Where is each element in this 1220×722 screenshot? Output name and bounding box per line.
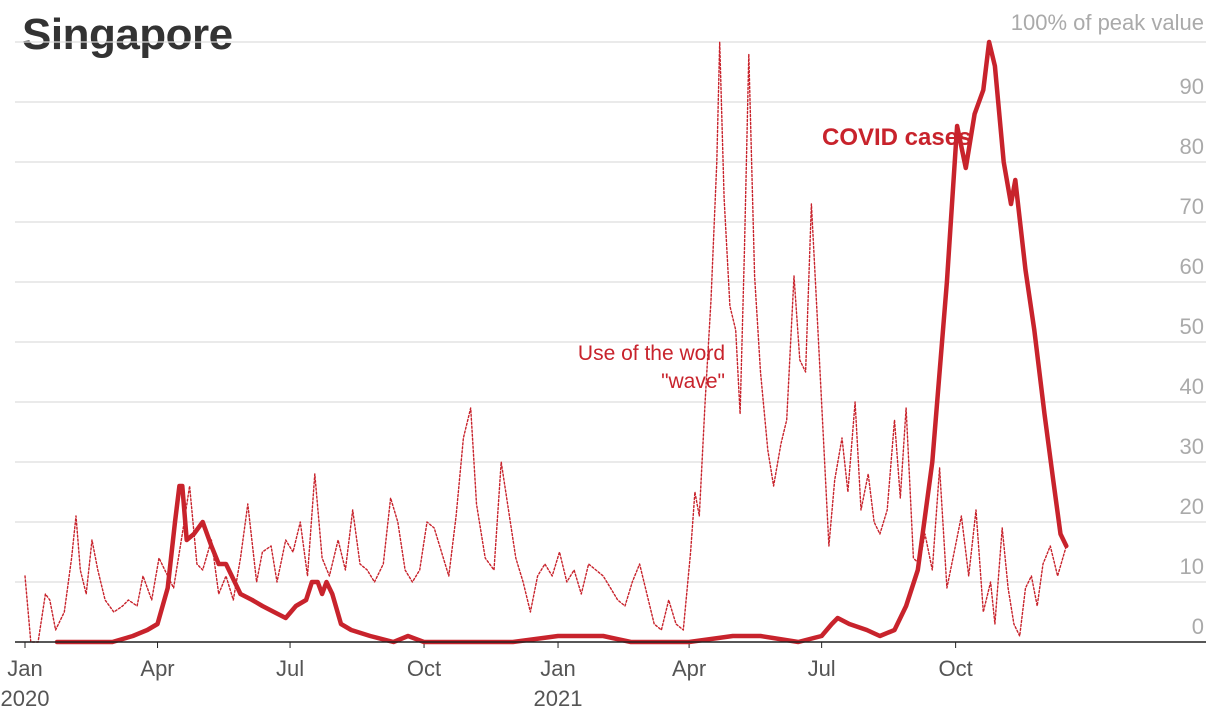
- series-label-wave: Use of the word "wave": [540, 340, 725, 396]
- x-tick-label: Apr: [672, 656, 706, 681]
- x-tick-label: Oct: [939, 656, 973, 681]
- x-tick-year-label: 2021: [534, 686, 583, 711]
- y-tick-label: 60: [1180, 254, 1204, 279]
- y-tick-label: 80: [1180, 134, 1204, 159]
- top-axis-label: 100% of peak value: [1010, 10, 1204, 35]
- y-tick-label: 10: [1180, 554, 1204, 579]
- y-tick-label: 30: [1180, 434, 1204, 459]
- x-tick-year-label: 2020: [1, 686, 50, 711]
- x-tick-label: Apr: [140, 656, 174, 681]
- series-label-wave-line-2: "wave": [661, 370, 725, 393]
- x-tick-label: Jul: [276, 656, 304, 681]
- y-tick-label: 20: [1180, 494, 1204, 519]
- x-tick-labels: Jan 2020 Apr Jul Oct Jan 2021 Apr Jul Oct: [1, 642, 973, 711]
- y-tick-label: 0: [1192, 614, 1204, 639]
- x-tick-label: Jan: [540, 656, 575, 681]
- chart-title: Singapore: [22, 10, 233, 59]
- series-label-covid-cases: COVID cases: [822, 124, 972, 151]
- series-label-wave-line-1: Use of the word: [577, 342, 725, 365]
- series-line-wave: [24, 41, 1067, 643]
- x-tick-label: Jan: [7, 656, 42, 681]
- x-tick-label: Jul: [808, 656, 836, 681]
- y-tick-label: 40: [1180, 374, 1204, 399]
- x-tick-label: Oct: [407, 656, 441, 681]
- y-tick-label: 90: [1180, 74, 1204, 99]
- y-tick-label: 50: [1180, 314, 1204, 339]
- y-tick-labels: 0 10 20 30 40 50 60 70 80 90: [1180, 74, 1204, 639]
- y-tick-label: 70: [1180, 194, 1204, 219]
- grid-lines: [15, 41, 1206, 643]
